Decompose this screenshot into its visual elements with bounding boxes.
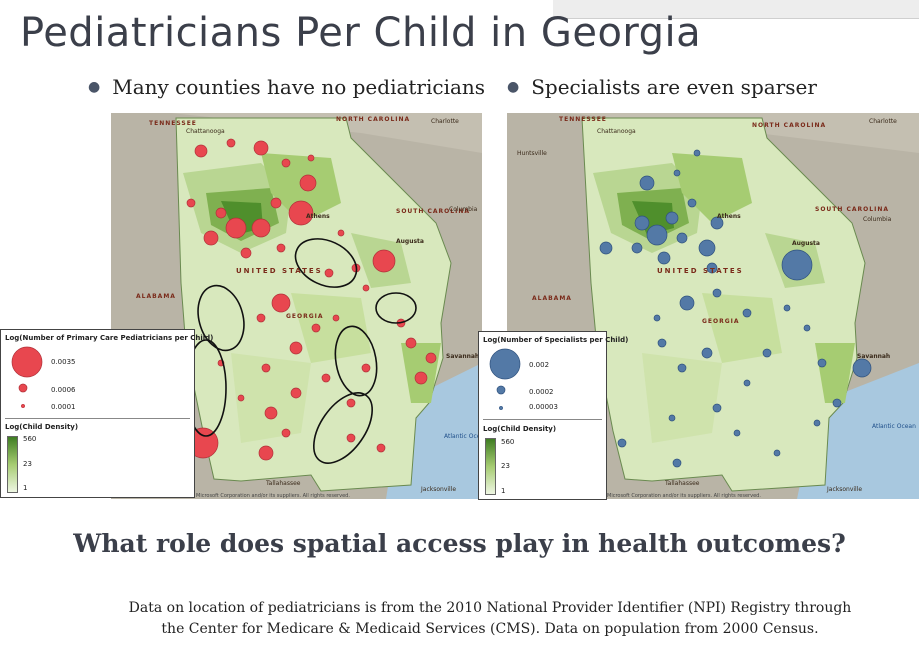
label-columbia-right: Columbia xyxy=(863,216,892,223)
legend-divider xyxy=(483,419,602,420)
label-atlantic-ocean: Atlantic Ocean xyxy=(444,433,482,440)
label-savannah: Savannah xyxy=(446,353,479,360)
label-chattanooga: Chattanooga xyxy=(186,128,225,135)
page-title: Pediatricians Per Child in Georgia xyxy=(20,10,702,56)
legend-size-title: Log(Number of Primary Care Pediatricians… xyxy=(5,334,214,342)
legend-density-value-3: 1 xyxy=(501,487,506,495)
label-savannah-right: Savannah xyxy=(857,353,890,360)
data-source-line-2: the Center for Medicare & Medicaid Servi… xyxy=(161,621,819,637)
legend-density-value-2: 23 xyxy=(23,460,32,468)
label-augusta: Augusta xyxy=(396,238,424,245)
legend-size-symbols xyxy=(11,346,43,409)
label-south-carolina-right: SOUTH CAROLINA xyxy=(815,206,889,213)
legend-density-ramp xyxy=(7,436,18,493)
label-charlotte: Charlotte xyxy=(431,118,459,125)
map-copyright-right: Microsoft Corporation and/or its supplie… xyxy=(607,493,761,499)
legend-density-value-1: 560 xyxy=(501,438,515,446)
label-augusta-right: Augusta xyxy=(792,240,820,247)
legend-density-value-1: 560 xyxy=(23,435,37,443)
legend-specialists: Log(Number of Specialists per Child) 0.0… xyxy=(478,331,628,500)
label-athens-right: Athens xyxy=(717,213,741,220)
label-alabama: ALABAMA xyxy=(136,293,176,300)
bullet-1-text: Many counties have no pediatricians xyxy=(112,75,486,99)
label-tennessee: TENNESSEE xyxy=(149,120,197,127)
label-united-states-right: UNITED STATES xyxy=(657,267,744,275)
legend-density-value-3: 1 xyxy=(23,484,28,492)
legend-size-value-1: 0.002 xyxy=(529,361,550,369)
map-specialists: TENNESSEE NORTH CAROLINA SOUTH CAROLINA … xyxy=(507,113,919,499)
legend-size-title: Log(Number of Specialists per Child) xyxy=(483,336,629,344)
map-copyright: Microsoft Corporation and/or its supplie… xyxy=(196,493,350,499)
bullet-2: ● Specialists are even sparser xyxy=(507,75,817,99)
legend-size-value-2: 0.0006 xyxy=(51,386,76,394)
question-heading: What role does spatial access play in he… xyxy=(73,529,846,558)
label-united-states: UNITED STATES xyxy=(236,267,323,275)
label-atlantic-ocean-right: Atlantic Ocean xyxy=(872,423,916,430)
legend-density-ramp xyxy=(485,438,496,495)
legend-primary-care: Log(Number of Primary Care Pediatricians… xyxy=(0,329,213,498)
legend-size-value-1: 0.0035 xyxy=(51,358,76,366)
label-jacksonville: Jacksonville xyxy=(420,486,456,493)
label-north-carolina: NORTH CAROLINA xyxy=(336,116,410,123)
label-georgia-right: GEORGIA xyxy=(702,318,740,325)
map-primary-care: TENNESSEE NORTH CAROLINA SOUTH CAROLINA … xyxy=(111,113,482,499)
legend-density-value-2: 23 xyxy=(501,462,510,470)
label-tennessee-right: TENNESSEE xyxy=(559,116,607,123)
map-primary-care-canvas: TENNESSEE NORTH CAROLINA SOUTH CAROLINA … xyxy=(111,113,482,499)
label-alabama-right: ALABAMA xyxy=(532,295,572,302)
data-source-note: Data on location of pediatricians is fro… xyxy=(40,598,919,640)
legend-size-value-2: 0.0002 xyxy=(529,388,554,396)
legend-density-title: Log(Child Density) xyxy=(5,423,79,431)
label-charlotte-right: Charlotte xyxy=(869,118,897,125)
bullet-dot-icon: ● xyxy=(507,79,520,95)
legend-divider xyxy=(5,418,190,419)
label-tallahassee: Tallahassee xyxy=(265,480,301,487)
header-decoration-line xyxy=(553,18,919,19)
header-decoration-bar xyxy=(553,0,919,18)
legend-size-value-3: 0.0001 xyxy=(51,403,76,411)
label-columbia: Columbia xyxy=(449,206,478,213)
legend-density-title: Log(Child Density) xyxy=(483,425,557,433)
map-specialists-canvas: TENNESSEE NORTH CAROLINA SOUTH CAROLINA … xyxy=(507,113,919,499)
label-jacksonville-right: Jacksonville xyxy=(826,486,862,493)
legend-size-symbols xyxy=(489,348,521,411)
label-chattanooga-right: Chattanooga xyxy=(597,128,636,135)
label-tallahassee-right: Tallahassee xyxy=(664,480,700,487)
label-huntsville: Huntsville xyxy=(517,150,547,157)
data-source-line-1: Data on location of pediatricians is fro… xyxy=(128,600,852,616)
bullet-1: ● Many counties have no pediatricians xyxy=(88,75,485,99)
label-south-carolina: SOUTH CAROLINA xyxy=(396,208,470,215)
label-georgia: GEORGIA xyxy=(286,313,324,320)
bullet-dot-icon: ● xyxy=(88,79,101,95)
label-north-carolina-right: NORTH CAROLINA xyxy=(752,122,826,129)
legend-size-value-3: 0.00003 xyxy=(529,403,558,411)
bullet-2-text: Specialists are even sparser xyxy=(531,75,817,99)
label-athens: Athens xyxy=(306,213,330,220)
